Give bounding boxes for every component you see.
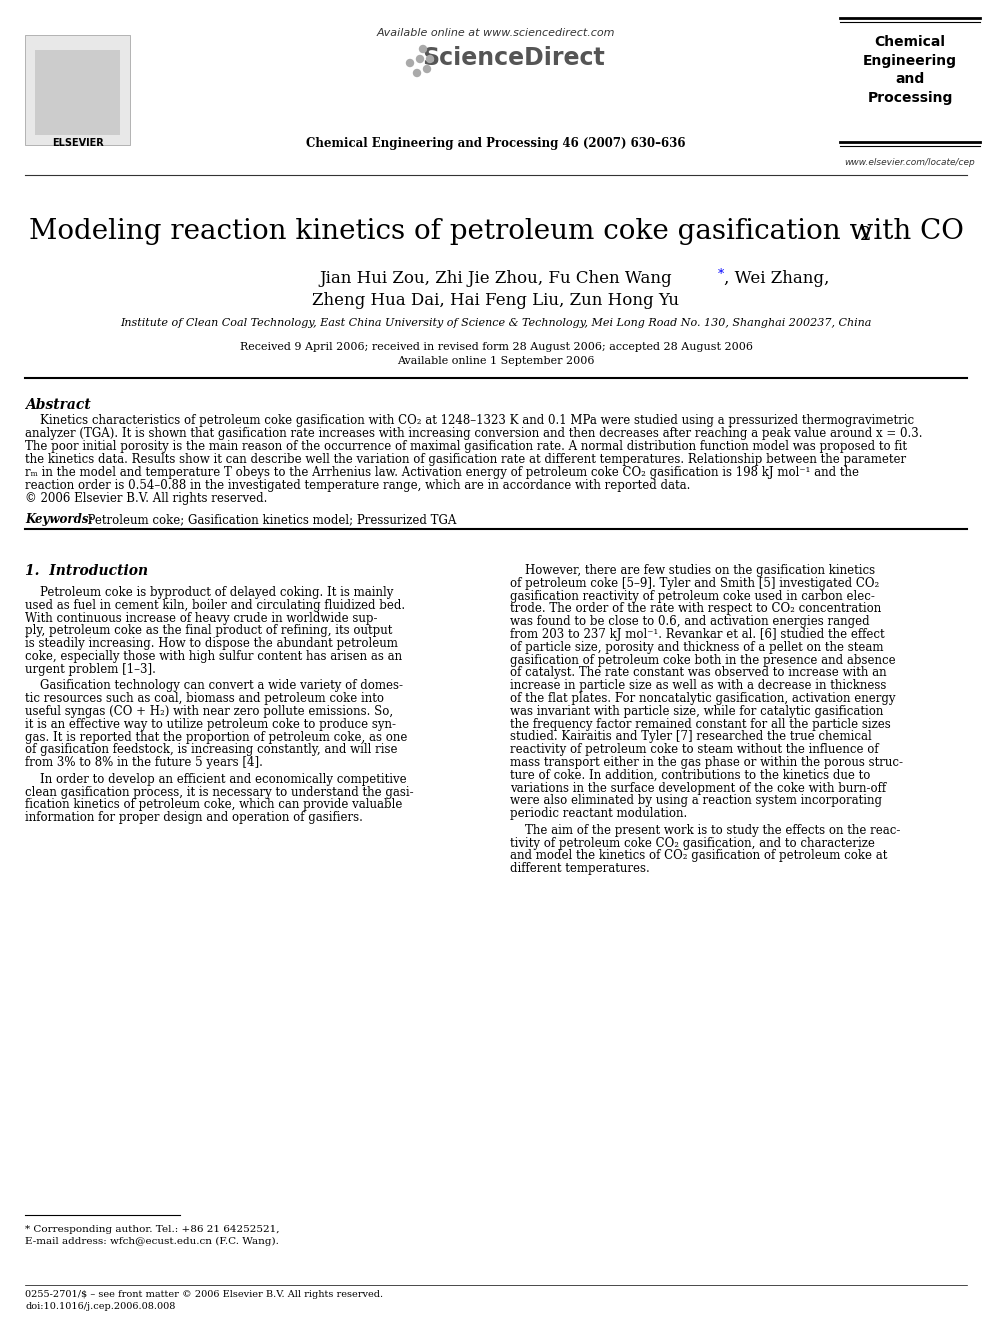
Text: Petroleum coke; Gasification kinetics model; Pressurized TGA: Petroleum coke; Gasification kinetics mo…	[80, 513, 456, 527]
Text: In order to develop an efficient and economically competitive: In order to develop an efficient and eco…	[25, 773, 407, 786]
Circle shape	[407, 60, 414, 66]
Text: of the flat plates. For noncatalytic gasification, activation energy: of the flat plates. For noncatalytic gas…	[510, 692, 896, 705]
Text: of particle size, porosity and thickness of a pellet on the steam: of particle size, porosity and thickness…	[510, 640, 884, 654]
Text: E-mail address: wfch@ecust.edu.cn (F.C. Wang).: E-mail address: wfch@ecust.edu.cn (F.C. …	[25, 1237, 279, 1246]
Text: However, there are few studies on the gasification kinetics: However, there are few studies on the ga…	[510, 564, 875, 577]
Text: ELSEVIER: ELSEVIER	[53, 138, 104, 148]
Circle shape	[420, 45, 427, 53]
Text: Chemical
Engineering
and
Processing: Chemical Engineering and Processing	[863, 36, 957, 105]
Text: Available online at www.sciencedirect.com: Available online at www.sciencedirect.co…	[377, 28, 615, 38]
Text: of petroleum coke [5–9]. Tyler and Smith [5] investigated CO₂: of petroleum coke [5–9]. Tyler and Smith…	[510, 577, 879, 590]
Text: 1.  Introduction: 1. Introduction	[25, 564, 148, 578]
Text: clean gasification process, it is necessary to understand the gasi-: clean gasification process, it is necess…	[25, 786, 414, 799]
Text: the kinetics data. Results show it can describe well the variation of gasificati: the kinetics data. Results show it can d…	[25, 452, 906, 466]
Text: analyzer (TGA). It is shown that gasification rate increases with increasing con: analyzer (TGA). It is shown that gasific…	[25, 427, 923, 441]
Text: variations in the surface development of the coke with burn-off: variations in the surface development of…	[510, 782, 886, 795]
Text: it is an effective way to utilize petroleum coke to produce syn-: it is an effective way to utilize petrol…	[25, 718, 396, 730]
Text: www.elsevier.com/locate/cep: www.elsevier.com/locate/cep	[844, 157, 975, 167]
Text: information for proper design and operation of gasifiers.: information for proper design and operat…	[25, 811, 363, 824]
Text: from 203 to 237 kJ mol⁻¹. Revankar et al. [6] studied the effect: from 203 to 237 kJ mol⁻¹. Revankar et al…	[510, 628, 885, 642]
Circle shape	[424, 66, 431, 73]
Text: fication kinetics of petroleum coke, which can provide valuable: fication kinetics of petroleum coke, whi…	[25, 799, 403, 811]
Text: Gasification technology can convert a wide variety of domes-: Gasification technology can convert a wi…	[25, 680, 403, 692]
Text: useful syngas (CO + H₂) with near zero pollute emissions. So,: useful syngas (CO + H₂) with near zero p…	[25, 705, 393, 718]
Text: tivity of petroleum coke CO₂ gasification, and to characterize: tivity of petroleum coke CO₂ gasificatio…	[510, 836, 875, 849]
Text: was found to be close to 0.6, and activation energies ranged: was found to be close to 0.6, and activa…	[510, 615, 870, 628]
Circle shape	[414, 70, 421, 77]
Text: Petroleum coke is byproduct of delayed coking. It is mainly: Petroleum coke is byproduct of delayed c…	[25, 586, 394, 599]
Text: Institute of Clean Coal Technology, East China University of Science & Technolog: Institute of Clean Coal Technology, East…	[120, 318, 872, 328]
Text: gas. It is reported that the proportion of petroleum coke, as one: gas. It is reported that the proportion …	[25, 730, 408, 744]
Text: gasification reactivity of petroleum coke used in carbon elec-: gasification reactivity of petroleum cok…	[510, 590, 875, 602]
Bar	[840, 20, 980, 140]
Text: The poor initial porosity is the main reason of the occurrence of maximal gasifi: The poor initial porosity is the main re…	[25, 441, 907, 452]
Text: Received 9 April 2006; received in revised form 28 August 2006; accepted 28 Augu: Received 9 April 2006; received in revis…	[239, 343, 753, 352]
Text: is steadily increasing. How to dispose the abundant petroleum: is steadily increasing. How to dispose t…	[25, 638, 398, 650]
Bar	[0, 0, 992, 175]
Text: reaction order is 0.54–0.88 in the investigated temperature range, which are in : reaction order is 0.54–0.88 in the inves…	[25, 479, 690, 492]
Bar	[35, 50, 120, 135]
Text: Jian Hui Zou, Zhi Jie Zhou, Fu Chen Wang: Jian Hui Zou, Zhi Jie Zhou, Fu Chen Wang	[319, 270, 673, 287]
Text: gasification of petroleum coke both in the presence and absence: gasification of petroleum coke both in t…	[510, 654, 896, 667]
Bar	[25, 34, 130, 146]
Text: Chemical Engineering and Processing 46 (2007) 630–636: Chemical Engineering and Processing 46 (…	[307, 138, 685, 149]
Text: and model the kinetics of CO₂ gasification of petroleum coke at: and model the kinetics of CO₂ gasificati…	[510, 849, 888, 863]
Text: trode. The order of the rate with respect to CO₂ concentration: trode. The order of the rate with respec…	[510, 602, 881, 615]
Text: different temperatures.: different temperatures.	[510, 863, 650, 876]
Text: doi:10.1016/j.cep.2006.08.008: doi:10.1016/j.cep.2006.08.008	[25, 1302, 176, 1311]
Text: Keywords:: Keywords:	[25, 513, 93, 527]
Text: ply, petroleum coke as the final product of refining, its output: ply, petroleum coke as the final product…	[25, 624, 393, 638]
Text: , Wei Zhang,: , Wei Zhang,	[724, 270, 829, 287]
Text: reactivity of petroleum coke to steam without the influence of: reactivity of petroleum coke to steam wi…	[510, 744, 879, 757]
Text: The aim of the present work is to study the effects on the reac-: The aim of the present work is to study …	[510, 824, 901, 837]
Text: ture of coke. In addition, contributions to the kinetics due to: ture of coke. In addition, contributions…	[510, 769, 870, 782]
Text: were also eliminated by using a reaction system incorporating: were also eliminated by using a reaction…	[510, 794, 882, 807]
Text: With continuous increase of heavy crude in worldwide sup-: With continuous increase of heavy crude …	[25, 611, 378, 624]
Text: © 2006 Elsevier B.V. All rights reserved.: © 2006 Elsevier B.V. All rights reserved…	[25, 492, 268, 505]
Text: coke, especially those with high sulfur content has arisen as an: coke, especially those with high sulfur …	[25, 650, 402, 663]
Text: the frequency factor remained constant for all the particle sizes: the frequency factor remained constant f…	[510, 717, 891, 730]
Text: was invariant with particle size, while for catalytic gasification: was invariant with particle size, while …	[510, 705, 883, 718]
Text: from 3% to 8% in the future 5 years [4].: from 3% to 8% in the future 5 years [4].	[25, 757, 263, 769]
Text: mass transport either in the gas phase or within the porous struc-: mass transport either in the gas phase o…	[510, 755, 903, 769]
Text: 2: 2	[860, 226, 871, 243]
Text: periodic reactant modulation.: periodic reactant modulation.	[510, 807, 687, 820]
Text: used as fuel in cement kiln, boiler and circulating fluidized bed.: used as fuel in cement kiln, boiler and …	[25, 599, 405, 611]
Text: *: *	[718, 269, 724, 280]
Text: * Corresponding author. Tel.: +86 21 64252521,: * Corresponding author. Tel.: +86 21 642…	[25, 1225, 280, 1234]
Text: increase in particle size as well as with a decrease in thickness: increase in particle size as well as wit…	[510, 679, 887, 692]
Circle shape	[427, 56, 434, 62]
Circle shape	[417, 56, 424, 62]
Text: Available online 1 September 2006: Available online 1 September 2006	[397, 356, 595, 366]
Text: of catalyst. The rate constant was observed to increase with an: of catalyst. The rate constant was obser…	[510, 667, 887, 680]
Text: studied. Kairaitis and Tyler [7] researched the true chemical: studied. Kairaitis and Tyler [7] researc…	[510, 730, 872, 744]
Text: of gasification feedstock, is increasing constantly, and will rise: of gasification feedstock, is increasing…	[25, 744, 398, 757]
Text: Kinetics characteristics of petroleum coke gasification with CO₂ at 1248–1323 K : Kinetics characteristics of petroleum co…	[25, 414, 914, 427]
Text: urgent problem [1–3].: urgent problem [1–3].	[25, 663, 156, 676]
Text: 0255-2701/$ – see front matter © 2006 Elsevier B.V. All rights reserved.: 0255-2701/$ – see front matter © 2006 El…	[25, 1290, 383, 1299]
Text: ScienceDirect: ScienceDirect	[422, 46, 605, 70]
Text: rₘ in the model and temperature T obeys to the Arrhenius law. Activation energy : rₘ in the model and temperature T obeys …	[25, 466, 859, 479]
Text: Abstract: Abstract	[25, 398, 90, 411]
Text: tic resources such as coal, biomass and petroleum coke into: tic resources such as coal, biomass and …	[25, 692, 384, 705]
Text: Modeling reaction kinetics of petroleum coke gasification with CO: Modeling reaction kinetics of petroleum …	[29, 218, 963, 245]
Text: Zheng Hua Dai, Hai Feng Liu, Zun Hong Yu: Zheng Hua Dai, Hai Feng Liu, Zun Hong Yu	[312, 292, 680, 310]
